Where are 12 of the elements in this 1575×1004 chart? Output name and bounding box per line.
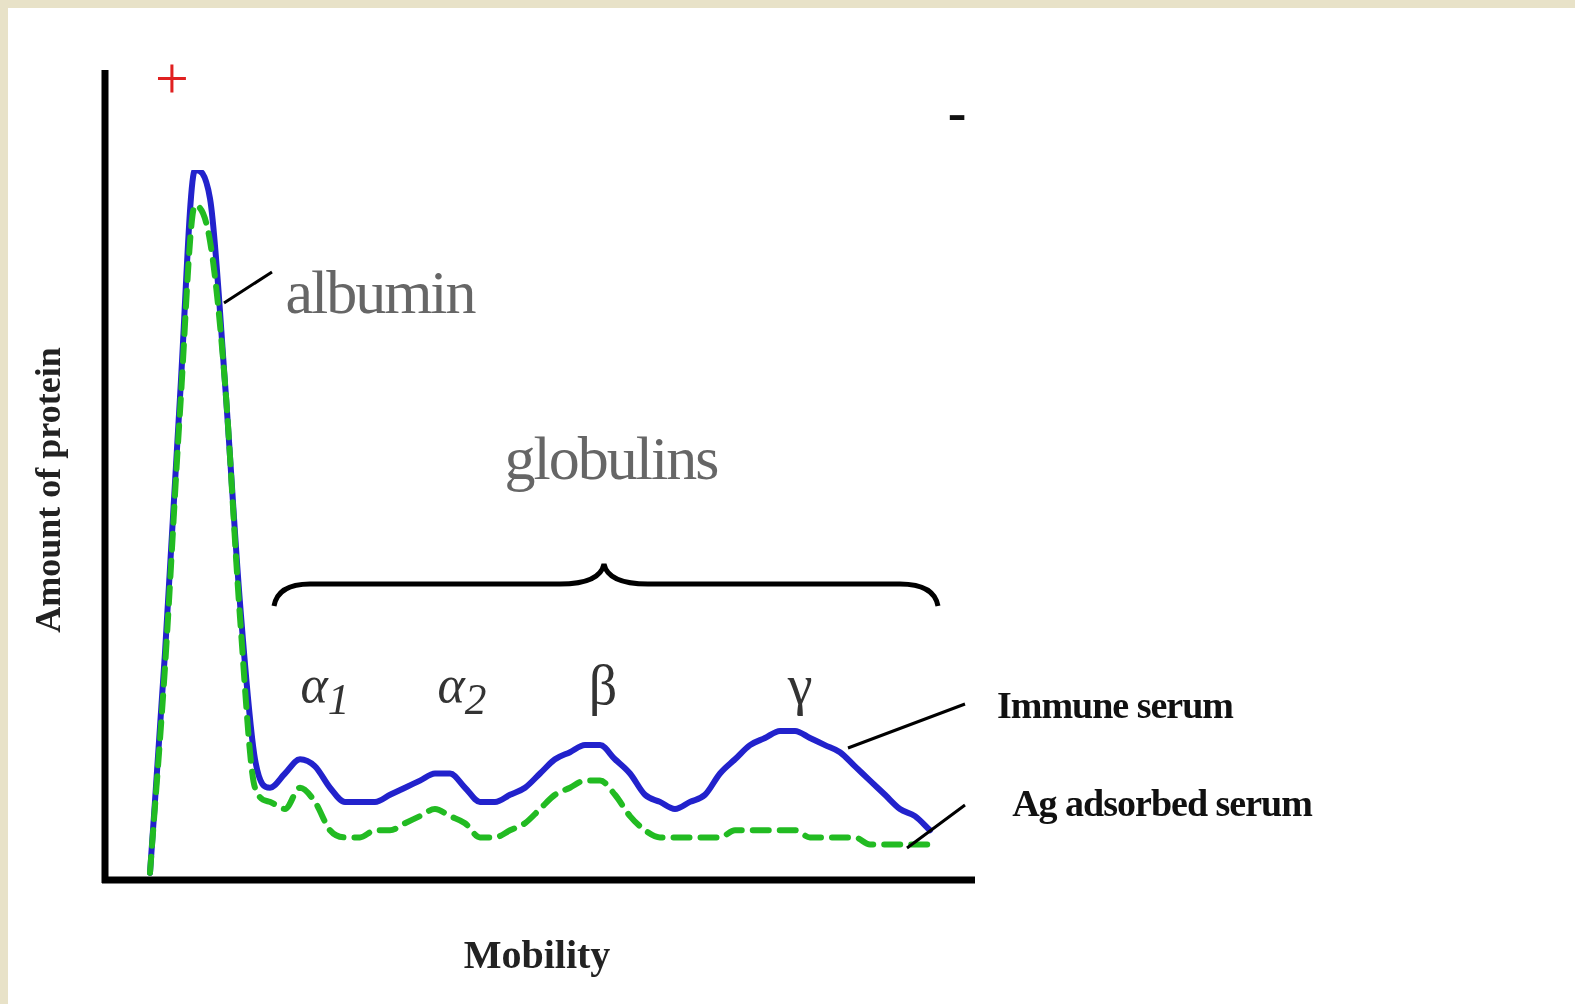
annotation: globulins bbox=[504, 424, 718, 492]
text: - bbox=[947, 81, 967, 143]
annotation: α$_{2}$ bbox=[437, 656, 487, 723]
y-axis-title: Amount of protein bbox=[28, 347, 68, 633]
annotation: albumin bbox=[285, 258, 475, 326]
text: + bbox=[155, 45, 189, 111]
x-axis-title: Mobility bbox=[463, 932, 611, 977]
annotation: α$_{1}$ bbox=[300, 656, 350, 723]
text: Ag adsorbed serum bbox=[1012, 782, 1312, 824]
annotation: γ bbox=[787, 654, 813, 716]
annotation: β bbox=[588, 654, 618, 716]
text: Immune serum bbox=[996, 684, 1234, 726]
